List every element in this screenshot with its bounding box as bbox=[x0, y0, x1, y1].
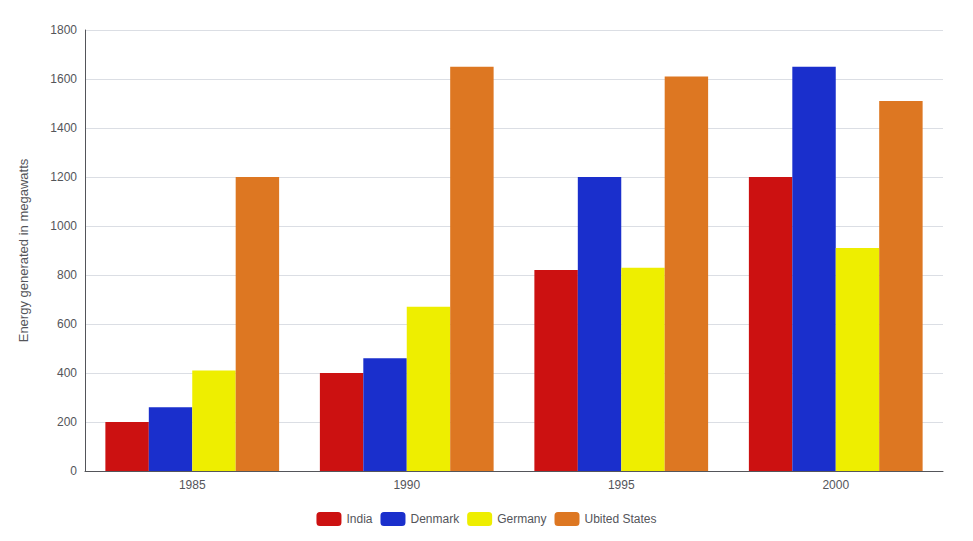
svg-text:2000: 2000 bbox=[822, 478, 849, 492]
svg-text:600: 600 bbox=[57, 317, 77, 331]
svg-text:1400: 1400 bbox=[50, 121, 77, 135]
svg-text:1600: 1600 bbox=[50, 72, 77, 86]
svg-text:1995: 1995 bbox=[608, 478, 635, 492]
svg-text:0: 0 bbox=[70, 464, 77, 478]
svg-text:1000: 1000 bbox=[50, 219, 77, 233]
svg-text:1985: 1985 bbox=[179, 478, 206, 492]
svg-text:400: 400 bbox=[57, 366, 77, 380]
svg-text:Denmark: Denmark bbox=[410, 512, 460, 526]
svg-text:1800: 1800 bbox=[50, 23, 77, 37]
svg-text:800: 800 bbox=[57, 268, 77, 282]
svg-text:200: 200 bbox=[57, 415, 77, 429]
svg-text:1200: 1200 bbox=[50, 170, 77, 184]
svg-text:Ubited States: Ubited States bbox=[585, 512, 657, 526]
svg-text:1990: 1990 bbox=[393, 478, 420, 492]
svg-text:Energy generated in megawatts: Energy generated in megawatts bbox=[16, 158, 31, 342]
svg-text:India: India bbox=[346, 512, 372, 526]
svg-text:Germany: Germany bbox=[497, 512, 546, 526]
